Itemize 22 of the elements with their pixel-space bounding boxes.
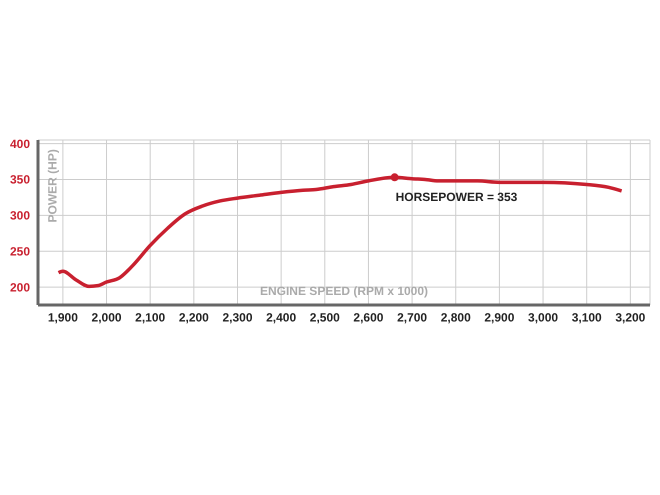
y-tick-label: 400: [10, 136, 30, 151]
y-tick-label: 300: [10, 208, 30, 223]
y-axis-title: POWER (HP): [45, 149, 60, 222]
annotation: HORSEPOWER = 353: [396, 190, 518, 204]
x-axis-title: ENGINE SPEED (RPM x 1000): [260, 284, 428, 298]
x-tick-label: 2,600: [353, 310, 384, 325]
x-tick-label: 2,400: [266, 310, 296, 325]
x-tick-label: 2,200: [178, 310, 210, 325]
x-tick-label: 2,700: [397, 310, 428, 325]
x-tick-label: 3,200: [615, 310, 646, 325]
y-tick-label: 250: [10, 244, 30, 258]
y-tick-label: 200: [10, 280, 30, 294]
x-tick-label: 2,900: [484, 310, 515, 325]
x-tick-label: 2,100: [135, 310, 166, 325]
y-tick-label: 350: [10, 172, 30, 187]
x-tick-label: 2,300: [222, 310, 253, 325]
x-tick-label: 3,000: [528, 310, 558, 325]
x-tick-label: 3,100: [572, 310, 602, 325]
x-tick-label: 1,900: [48, 310, 78, 325]
x-tick-label: 2,500: [310, 310, 340, 325]
x-tick-label: 2,800: [440, 310, 472, 325]
x-tick-label: 2,000: [92, 310, 122, 325]
